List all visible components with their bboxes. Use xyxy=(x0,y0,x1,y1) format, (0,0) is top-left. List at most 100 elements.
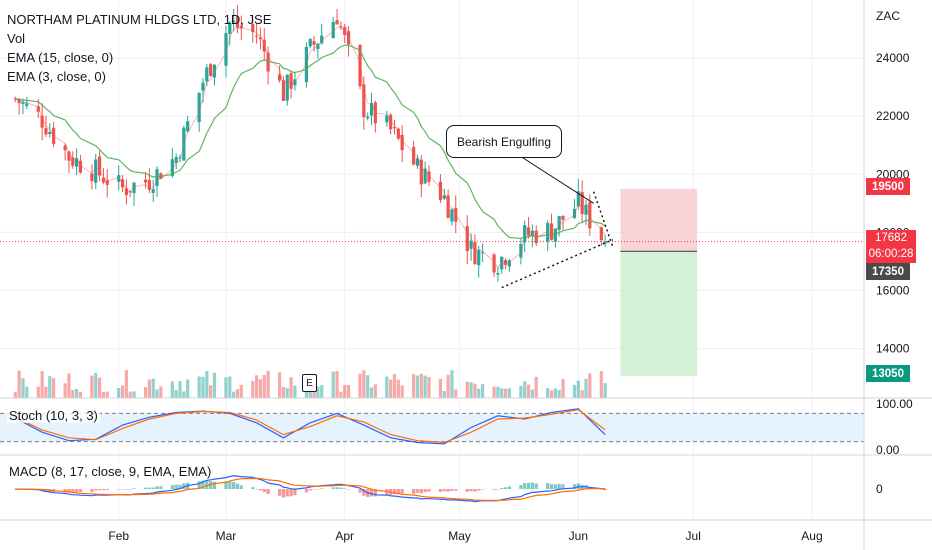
candle xyxy=(496,273,500,275)
volume-bar xyxy=(266,370,270,398)
macd-histogram-bar xyxy=(561,484,565,489)
candle xyxy=(289,73,293,89)
volume-bar xyxy=(473,383,477,398)
macd-histogram-bar xyxy=(450,489,454,491)
volume-bar xyxy=(170,381,174,398)
macd-histogram-bar xyxy=(182,483,186,489)
candle xyxy=(412,146,416,165)
macd-histogram-bar xyxy=(335,487,339,489)
macd-histogram-bar xyxy=(492,489,496,490)
macd-histogram-bar xyxy=(369,489,374,497)
stoch-tick-label: 100.00 xyxy=(876,397,913,411)
stoch-k-line xyxy=(15,408,606,445)
candle xyxy=(419,159,423,185)
candle xyxy=(427,171,431,182)
volume-bar xyxy=(362,370,366,398)
macd-histogram-bar xyxy=(289,489,293,497)
macd-histogram-bar xyxy=(423,489,427,493)
candle xyxy=(235,16,240,28)
candle xyxy=(197,92,201,123)
candle xyxy=(572,208,577,219)
volume-bar xyxy=(67,373,71,398)
candle xyxy=(36,106,40,112)
macd-histogram-bar xyxy=(412,489,416,494)
macd-histogram-bar xyxy=(373,489,377,497)
volume-bar xyxy=(90,375,94,398)
volume-bar xyxy=(553,388,557,398)
macd-histogram-bar xyxy=(500,487,504,489)
volume-bar xyxy=(132,391,136,398)
candle xyxy=(362,84,366,118)
candle xyxy=(438,181,443,201)
candle xyxy=(128,191,132,193)
volume-bar xyxy=(40,371,44,398)
macd-histogram-bar xyxy=(316,488,320,490)
volume-bar xyxy=(419,373,423,398)
volume-bar xyxy=(293,385,297,398)
macd-histogram-bar xyxy=(392,489,397,495)
volume-bar xyxy=(599,371,603,398)
macd-histogram-bar xyxy=(205,480,209,489)
volume-bar xyxy=(159,386,163,398)
stop-zone xyxy=(620,188,698,252)
month-tick-label: May xyxy=(448,529,471,543)
legend-ema3: EMA (3, close, 0) xyxy=(7,69,106,84)
month-tick-label: Jun xyxy=(569,529,588,543)
volume-bar xyxy=(366,375,370,398)
trade-zones xyxy=(0,188,864,377)
volume-bar xyxy=(281,386,286,398)
macd-histogram-bar xyxy=(469,489,473,492)
volume-bar xyxy=(392,374,397,398)
candle xyxy=(262,39,266,52)
price-tick-label: 24000 xyxy=(876,51,910,65)
target-price-tag: 13050 xyxy=(866,365,910,382)
volume-bar xyxy=(197,376,201,398)
volume-bar xyxy=(576,380,580,398)
candle xyxy=(400,134,404,151)
candle xyxy=(561,215,565,220)
macd-histogram-bar xyxy=(281,489,286,498)
macd-histogram-bar xyxy=(358,489,362,493)
legend-vol: Vol xyxy=(7,31,26,46)
macd-histogram-bar xyxy=(603,489,607,491)
macd-histogram-bar xyxy=(419,489,423,494)
candle xyxy=(500,256,504,270)
macd-histogram-bar xyxy=(477,489,481,491)
macd-histogram-bar xyxy=(553,484,557,489)
volume-bar xyxy=(258,379,263,398)
candle xyxy=(48,132,52,134)
volume-bar xyxy=(389,379,393,398)
macd-histogram-bar xyxy=(304,489,309,493)
volume-bar xyxy=(63,383,67,398)
volume-bar xyxy=(97,377,102,398)
macd-histogram-bar xyxy=(534,483,538,489)
volume-bar xyxy=(396,379,400,398)
volume-bar xyxy=(530,389,534,398)
macd-histogram-bar xyxy=(343,488,347,489)
month-tick-label: Apr xyxy=(335,529,354,543)
candle xyxy=(473,242,477,265)
macd-histogram-bar xyxy=(546,483,550,489)
volume-bar xyxy=(561,379,565,398)
candle xyxy=(335,20,339,25)
stoch-band xyxy=(0,413,864,442)
volume-bar xyxy=(427,376,431,398)
macd-histogram-bar xyxy=(94,489,98,491)
volume-bar xyxy=(128,391,132,398)
candle xyxy=(44,128,48,135)
earnings-marker[interactable]: E xyxy=(302,374,317,392)
macd-histogram-bar xyxy=(507,486,511,489)
ema-lines xyxy=(15,26,606,269)
candle xyxy=(205,67,209,82)
macd-histogram-bar xyxy=(105,489,109,491)
volume-bar xyxy=(373,384,377,398)
pattern-callout[interactable]: Bearish Engulfing xyxy=(446,125,562,158)
volume-bar xyxy=(52,378,56,398)
macd-histogram-bar xyxy=(97,489,102,491)
candle xyxy=(232,20,236,23)
legend: NORTHAM PLATINUM HLDGS LTD, 1D, JSE Vol … xyxy=(7,10,271,86)
volume-bar xyxy=(492,386,496,398)
macd-histogram-bar xyxy=(599,489,603,490)
currency-label: ZAC xyxy=(876,9,900,23)
